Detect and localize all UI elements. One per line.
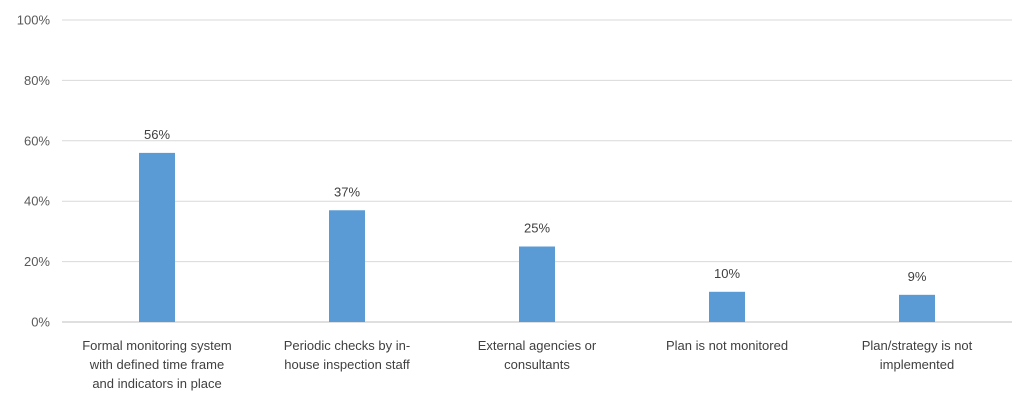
category-label: Formal monitoring system with defined tim…	[82, 338, 232, 391]
data-label: 56%	[144, 127, 170, 142]
gridlines	[62, 19, 1012, 323]
y-tick-label: 80%	[24, 73, 50, 88]
data-label: 9%	[908, 269, 927, 284]
data-label: 37%	[334, 184, 360, 199]
bar	[709, 291, 745, 322]
category-label: Plan is not monitored	[666, 338, 788, 353]
y-tick-label: 100%	[17, 13, 51, 28]
bar	[899, 294, 935, 322]
data-label: 10%	[714, 266, 740, 281]
y-tick-label: 20%	[24, 254, 50, 269]
category-label: Plan/strategy is not implemented	[862, 338, 973, 372]
bars	[139, 152, 935, 322]
category-labels: Formal monitoring system with defined tim…	[82, 338, 972, 391]
y-tick-label: 40%	[24, 194, 50, 209]
bar	[139, 152, 175, 322]
data-labels: 56% 37% 25% 10% 9%	[144, 127, 927, 284]
y-tick-label: 60%	[24, 133, 50, 148]
bar	[329, 210, 365, 322]
category-label: Periodic checks by in-house inspection s…	[284, 338, 410, 372]
category-label: External agencies or consultants	[478, 338, 597, 372]
bar	[519, 246, 555, 322]
data-label: 25%	[524, 221, 550, 236]
y-tick-label: 0%	[31, 315, 50, 330]
y-axis-tick-labels: 0% 20% 40% 60% 80% 100%	[17, 13, 51, 330]
